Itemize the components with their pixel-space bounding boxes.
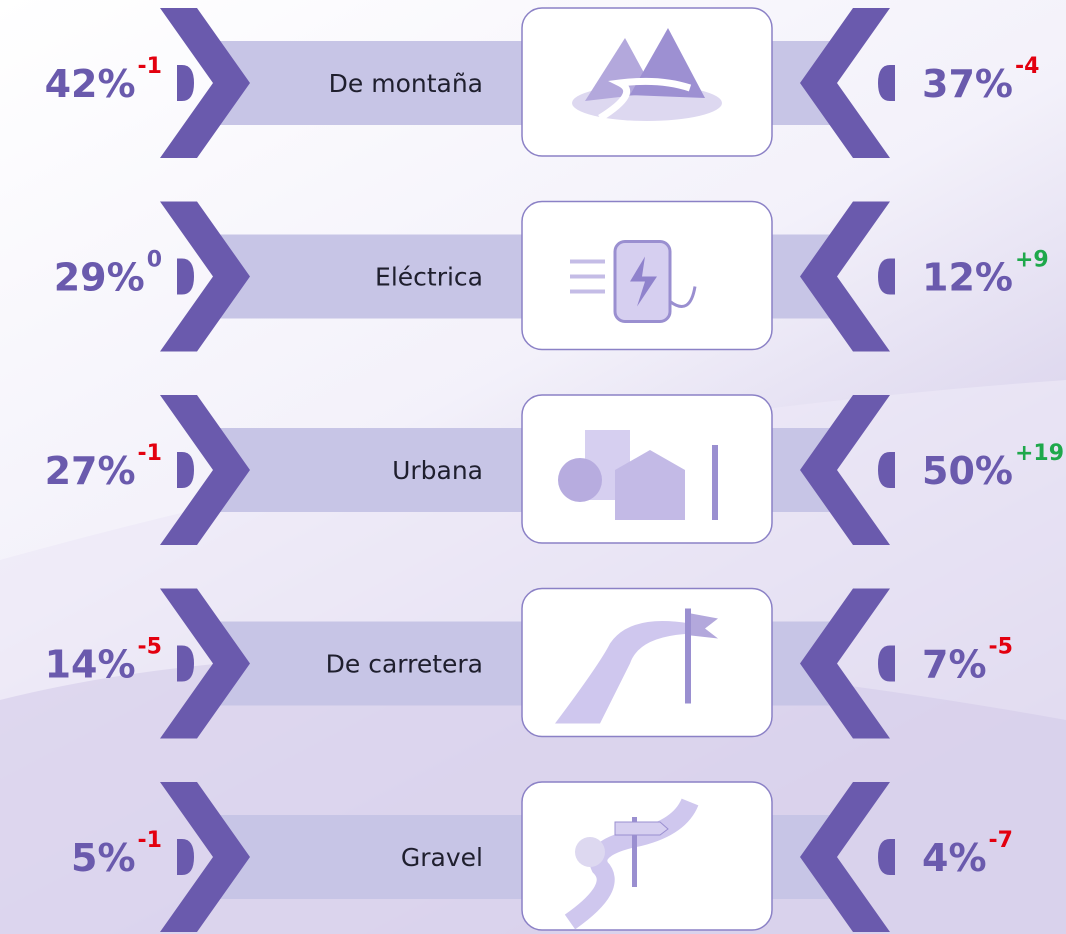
right-value: 50% <box>922 449 1013 493</box>
left-pill <box>177 452 194 488</box>
left-pill <box>177 259 194 295</box>
icon-shape <box>712 445 718 520</box>
right-change: +19 <box>1015 441 1064 466</box>
image-card <box>522 782 772 930</box>
left-change: -5 <box>138 635 162 660</box>
left-change: 0 <box>147 248 162 273</box>
category-label: Eléctrica <box>375 263 483 292</box>
right-value: 4% <box>922 836 987 880</box>
right-pill <box>878 452 895 488</box>
left-change: -1 <box>138 828 162 853</box>
category-label: De carretera <box>326 650 483 679</box>
left-value: 14% <box>45 643 136 687</box>
infographic: De montaña-142%37%-4Eléctrica029%12%+9Ur… <box>0 0 1066 934</box>
category-label: Gravel <box>401 843 483 872</box>
right-value: 12% <box>922 256 1013 300</box>
right-pill <box>878 259 895 295</box>
left-pill <box>177 646 194 682</box>
icon-shape <box>685 609 691 704</box>
category-label: De montaña <box>329 69 483 98</box>
right-change: -7 <box>989 828 1013 853</box>
icon-shape <box>558 458 602 502</box>
category-label: Urbana <box>392 456 483 485</box>
right-change: +9 <box>1015 248 1049 273</box>
icon-shape <box>575 837 605 867</box>
image-card <box>522 589 772 737</box>
right-value: 7% <box>922 643 987 687</box>
right-pill <box>878 839 895 875</box>
left-value: 5% <box>71 836 136 880</box>
right-pill <box>878 65 895 101</box>
page: {"rows": [ {"label": "De montaña", "left… <box>0 0 1066 934</box>
left-value: 42% <box>45 62 136 106</box>
left-value: 27% <box>45 449 136 493</box>
icon-shape <box>615 822 668 835</box>
left-pill <box>177 65 194 101</box>
right-pill <box>878 646 895 682</box>
left-change: -1 <box>138 441 162 466</box>
left-value: 29% <box>54 256 145 300</box>
right-change: -5 <box>989 635 1013 660</box>
left-change: -1 <box>138 54 162 79</box>
right-change: -4 <box>1015 54 1039 79</box>
left-pill <box>177 839 194 875</box>
right-value: 37% <box>922 62 1013 106</box>
